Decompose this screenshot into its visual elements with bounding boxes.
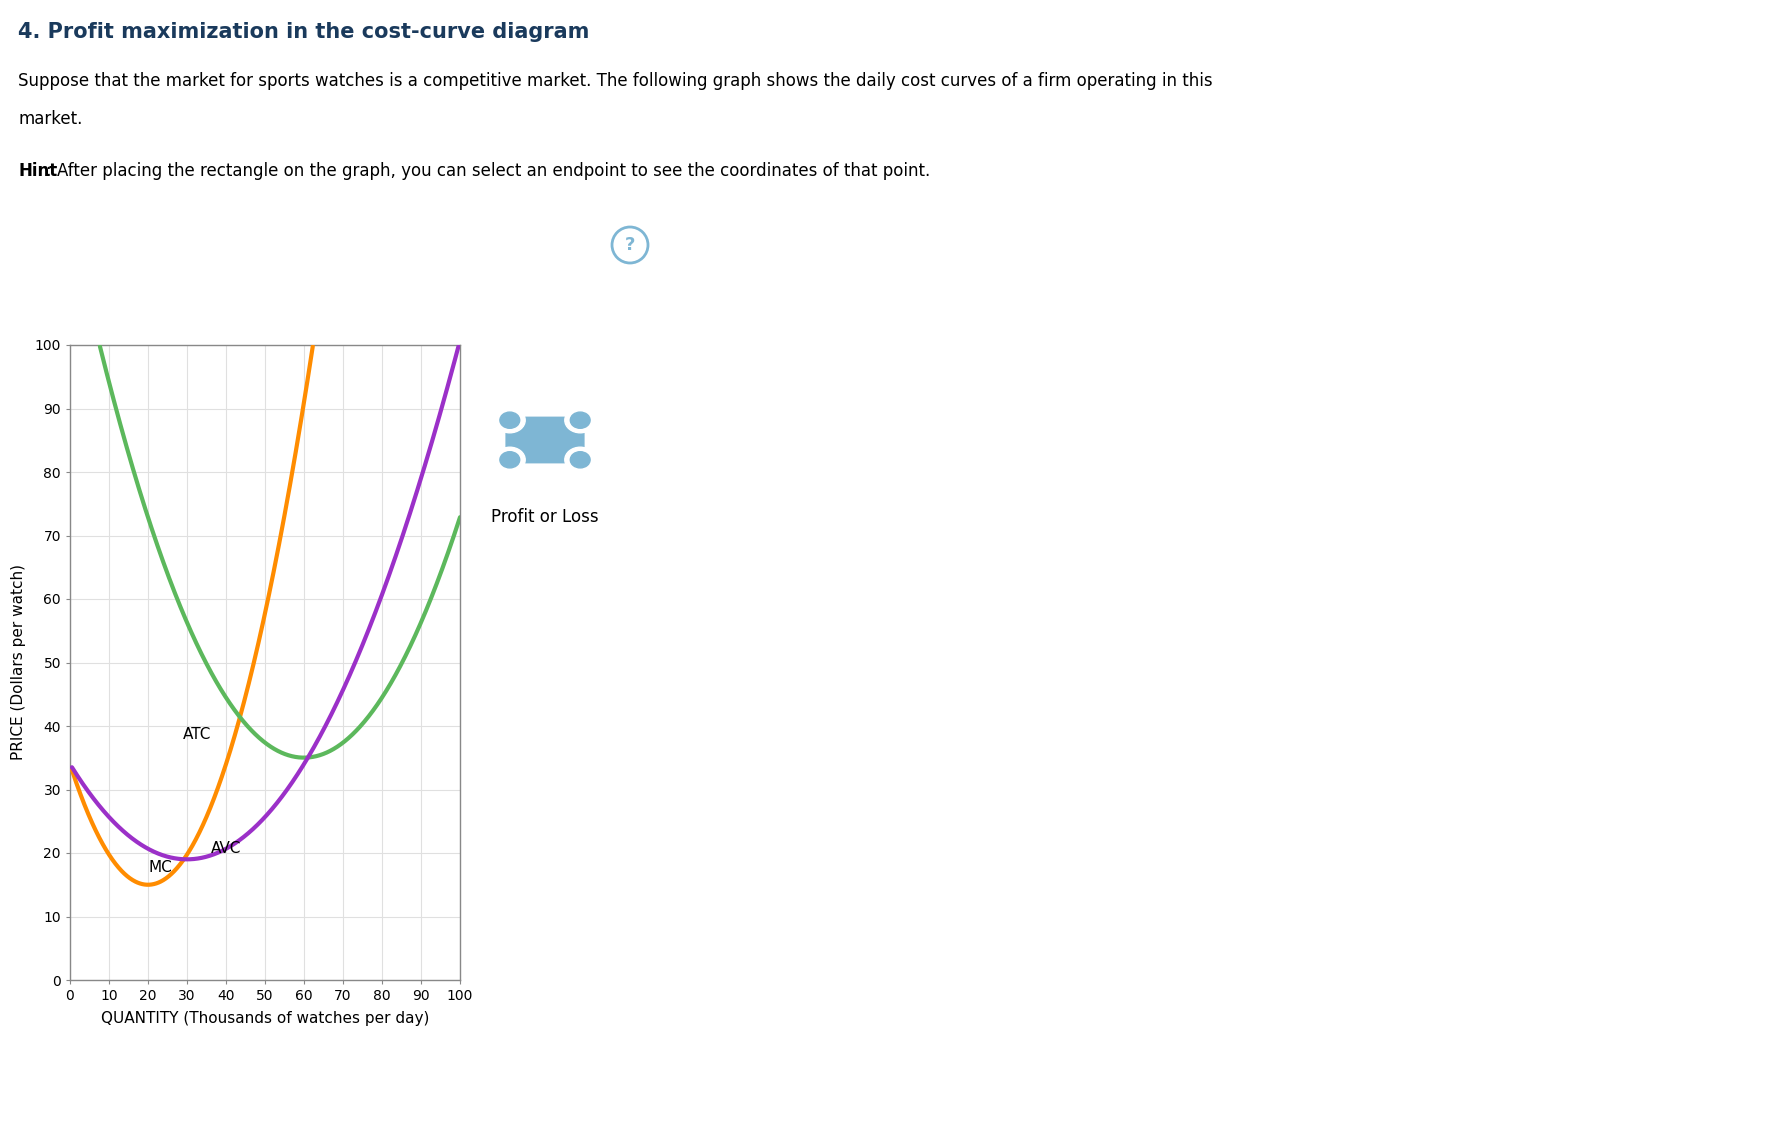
Text: AVC: AVC — [210, 841, 240, 857]
Text: Suppose that the market for sports watches is a competitive market. The followin: Suppose that the market for sports watch… — [18, 72, 1212, 90]
Text: Profit or Loss: Profit or Loss — [491, 507, 598, 525]
Circle shape — [495, 408, 525, 433]
Text: Hint: Hint — [18, 162, 57, 180]
Circle shape — [612, 227, 648, 263]
Text: MC: MC — [148, 860, 171, 875]
Circle shape — [500, 452, 520, 468]
Text: ?: ? — [625, 236, 635, 254]
Text: ATC: ATC — [183, 727, 212, 741]
Text: : After placing the rectangle on the graph, you can select an endpoint to see th: : After placing the rectangle on the gra… — [46, 162, 931, 180]
Circle shape — [564, 408, 596, 433]
X-axis label: QUANTITY (Thousands of watches per day): QUANTITY (Thousands of watches per day) — [101, 1011, 429, 1026]
Circle shape — [564, 447, 596, 472]
Circle shape — [500, 412, 520, 428]
FancyBboxPatch shape — [506, 417, 584, 463]
Text: 4. Profit maximization in the cost-curve diagram: 4. Profit maximization in the cost-curve… — [18, 21, 589, 42]
Y-axis label: PRICE (Dollars per watch): PRICE (Dollars per watch) — [11, 565, 27, 760]
Circle shape — [495, 447, 525, 472]
Text: market.: market. — [18, 110, 82, 128]
Circle shape — [570, 412, 591, 428]
Circle shape — [570, 452, 591, 468]
